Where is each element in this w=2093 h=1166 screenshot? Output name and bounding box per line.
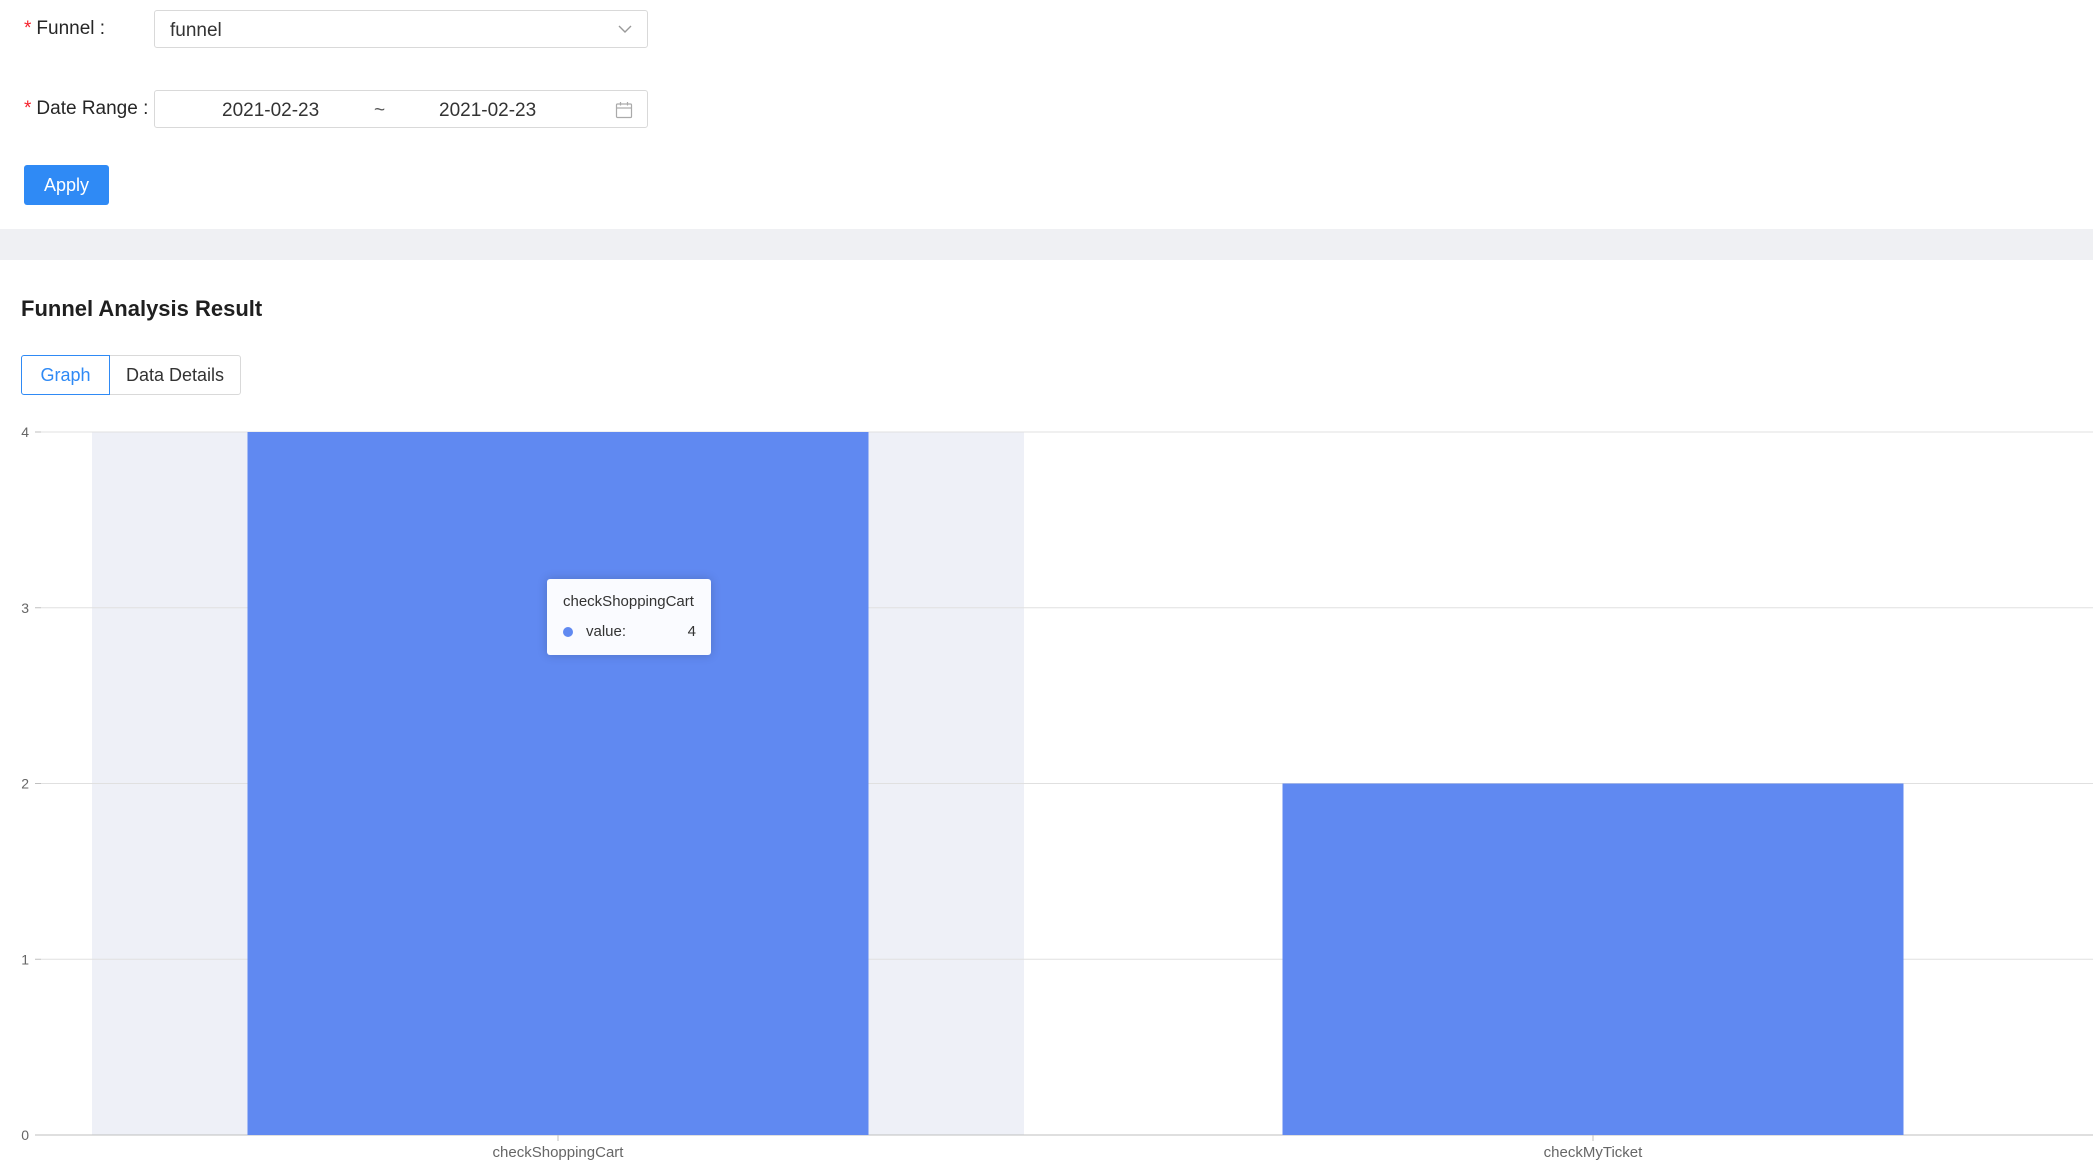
- tab-data-details[interactable]: Data Details: [109, 355, 241, 395]
- required-mark: *: [24, 18, 32, 39]
- y-tick-label: 2: [21, 776, 29, 792]
- section-divider: [0, 229, 2093, 260]
- chevron-down-icon: [618, 25, 632, 33]
- bar-checkMyTicket: [1282, 783, 1904, 1135]
- bar-checkShoppingCart: [247, 432, 869, 1135]
- required-mark: *: [24, 98, 32, 119]
- tab-graph[interactable]: Graph: [21, 355, 110, 395]
- tooltip-value: 4: [687, 623, 696, 640]
- y-tick-label: 0: [21, 1127, 29, 1143]
- apply-button[interactable]: Apply: [24, 165, 109, 205]
- funnel-bar-chart: 0 1 2 3 4 checkShoppingCart checkMyTicket: [21, 424, 2093, 1161]
- x-tick-label: checkShoppingCart: [493, 1144, 625, 1161]
- start-date-input[interactable]: 2021-02-23: [222, 100, 320, 121]
- y-tick-label: 3: [21, 600, 29, 616]
- funnel-label: * Funnel :: [24, 18, 106, 39]
- calendar-icon: [615, 102, 633, 119]
- section-title: Funnel Analysis Result: [21, 296, 263, 321]
- date-range-label: * Date Range :: [24, 98, 149, 119]
- tooltip-title: checkShoppingCart: [563, 593, 694, 610]
- view-tabs: Graph Data Details: [21, 355, 241, 395]
- x-tick-label: checkMyTicket: [1544, 1144, 1643, 1161]
- funnel-select[interactable]: funnel: [154, 10, 648, 48]
- chart-tooltip: checkShoppingCart value: 4: [547, 579, 711, 655]
- end-date-input[interactable]: 2021-02-23: [439, 100, 537, 121]
- tooltip-series-dot: [563, 627, 573, 637]
- tooltip-series-name: value:: [586, 623, 627, 640]
- date-range-picker[interactable]: 2021-02-23 ~ 2021-02-23: [154, 90, 648, 128]
- y-tick-label: 1: [21, 951, 29, 967]
- funnel-select-value: funnel: [170, 20, 222, 41]
- date-separator: ~: [374, 100, 386, 121]
- y-tick-label: 4: [21, 424, 29, 440]
